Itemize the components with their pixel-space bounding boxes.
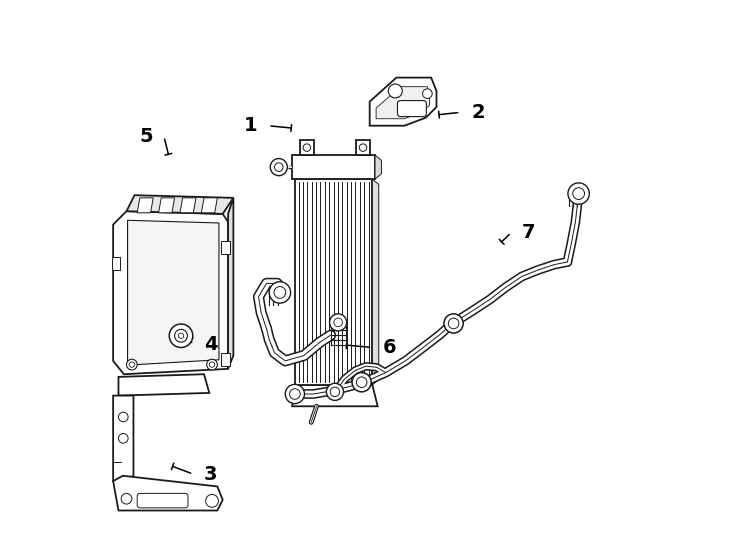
Polygon shape [113,396,134,481]
Polygon shape [228,198,233,369]
Text: 3: 3 [204,464,217,484]
Polygon shape [118,374,209,396]
Circle shape [269,282,291,303]
Polygon shape [180,198,196,213]
Text: 4: 4 [204,335,217,354]
Polygon shape [137,198,153,213]
Polygon shape [295,179,372,385]
Circle shape [207,359,217,370]
Circle shape [444,314,463,333]
Circle shape [206,495,219,507]
Bar [221,241,230,254]
Polygon shape [201,198,217,213]
Polygon shape [300,140,313,155]
Circle shape [423,89,432,98]
Polygon shape [126,195,233,214]
Circle shape [568,183,589,204]
Circle shape [118,434,128,443]
Polygon shape [292,155,375,179]
Circle shape [270,159,288,176]
FancyBboxPatch shape [137,494,188,508]
Circle shape [118,412,128,422]
Text: 2: 2 [471,103,485,122]
Polygon shape [356,140,370,155]
Text: 1: 1 [244,116,258,135]
Bar [221,353,230,366]
Polygon shape [376,87,429,119]
Circle shape [388,84,402,98]
Bar [112,256,120,270]
Circle shape [170,324,193,348]
Circle shape [175,329,187,342]
Circle shape [330,314,346,331]
Text: 5: 5 [139,127,153,146]
Circle shape [327,383,344,400]
Circle shape [121,494,132,504]
FancyBboxPatch shape [398,100,426,117]
Text: 6: 6 [383,338,396,357]
Polygon shape [159,198,175,213]
Circle shape [286,384,305,403]
Polygon shape [128,220,219,365]
Polygon shape [292,385,378,406]
Circle shape [126,359,137,370]
Polygon shape [113,476,222,510]
Polygon shape [372,179,379,385]
Polygon shape [375,155,382,179]
Polygon shape [113,211,228,374]
Text: 7: 7 [522,223,536,242]
Polygon shape [370,78,437,126]
Circle shape [352,373,371,392]
